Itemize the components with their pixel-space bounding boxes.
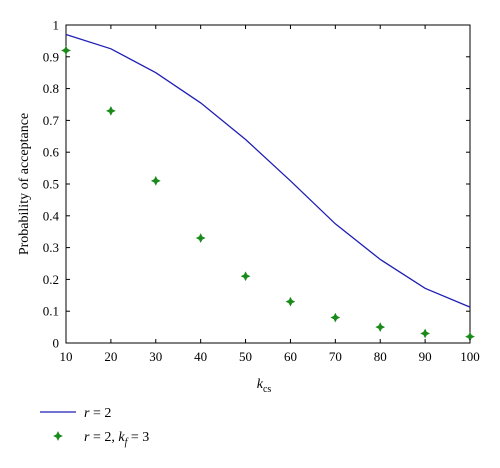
plot-area: [65, 24, 471, 344]
x-tick-label: 60: [284, 349, 297, 364]
y-tick-label: 0.1: [43, 304, 59, 319]
y-tick-label: 0: [53, 336, 60, 351]
legend: r = 2r = 2, kf = 3: [40, 406, 149, 448]
y-tick-label: 0.2: [43, 272, 59, 287]
x-tick-label: 90: [419, 349, 432, 364]
legend-text-var: r: [84, 406, 90, 421]
legend-text-rest: = 2: [89, 406, 111, 421]
x-axis-label: kcs: [257, 377, 272, 395]
x-tick-label: 20: [104, 349, 117, 364]
scatter-point: [240, 271, 251, 282]
legend-text-rest: = 2,: [89, 430, 118, 445]
x-tick-label: 40: [194, 349, 207, 364]
scatter-point: [150, 175, 161, 186]
y-tick-label: 0.3: [43, 240, 59, 255]
axes-layer: 10 20 30 40 50 60 70 80 90 100 0 0.1 0.2 0.3 0.4 0.5 0.6…: [17, 18, 480, 396]
x-tick-label: 80: [374, 349, 387, 364]
x-tick-label: 10: [60, 349, 73, 364]
scatter-point: [61, 45, 71, 56]
y-tick-label: 1: [53, 18, 60, 33]
legend-text-var: r: [84, 430, 90, 445]
legend-text-var: k: [118, 430, 125, 445]
scatter-point: [375, 322, 386, 332]
x-tick-label: 30: [149, 349, 162, 364]
x-axis-label-main: k: [257, 377, 264, 392]
x-axis-label-sub: cs: [263, 384, 271, 395]
y-axis-label: Probability of acceptance: [17, 113, 32, 255]
legend-text-sub: f: [125, 437, 129, 448]
y-tick-label: 0.7: [43, 113, 60, 128]
x-tick-label: 50: [239, 349, 252, 364]
scatter-point: [285, 296, 296, 307]
legend-label-1: r = 2, kf = 3: [84, 430, 149, 448]
y-tick-label: 0.6: [43, 145, 60, 160]
y-tick-label: 0.5: [43, 177, 59, 192]
legend-label-0: r = 2: [84, 406, 111, 421]
legend-text-rest: = 3: [127, 430, 149, 445]
scatter-point: [330, 312, 341, 323]
series-line-0: [65, 33, 471, 308]
x-tick-label: 100: [460, 349, 480, 364]
y-tick-label: 0.8: [43, 81, 59, 96]
plot-frame: [65, 24, 471, 344]
scatter-point: [195, 233, 206, 243]
x-tick-label: 70: [329, 349, 342, 364]
scatter-point: [106, 105, 116, 116]
scatter-point: [420, 328, 430, 339]
y-tick-label: 0.9: [43, 49, 59, 64]
y-tick-label: 0.4: [43, 208, 60, 223]
legend-marker-swatch: [53, 431, 63, 441]
